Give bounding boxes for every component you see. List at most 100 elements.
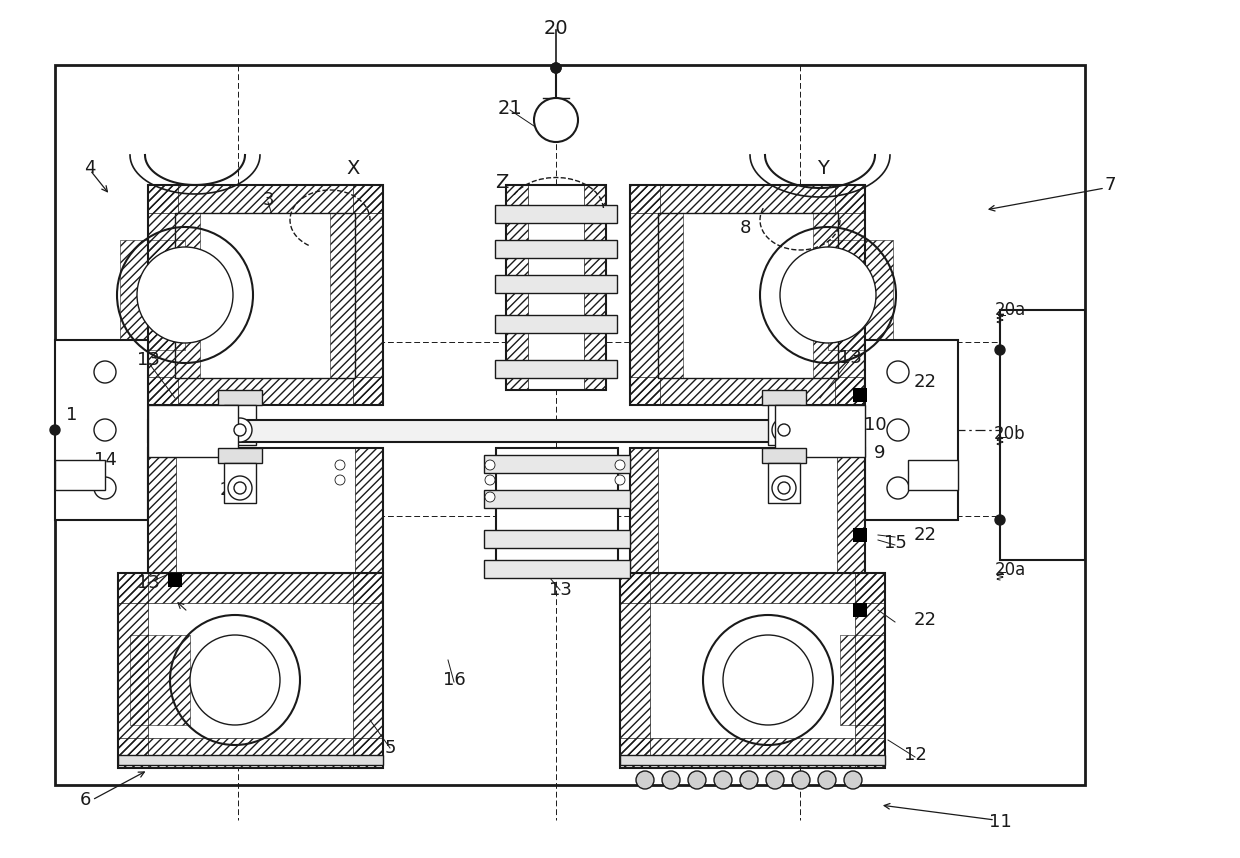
Bar — [175, 213, 200, 378]
Bar — [866, 340, 959, 520]
Text: 2: 2 — [219, 481, 231, 499]
Bar — [55, 65, 1085, 785]
Circle shape — [723, 635, 813, 725]
Text: 16: 16 — [443, 671, 465, 689]
Bar — [55, 340, 148, 520]
Text: 5: 5 — [384, 739, 396, 757]
Text: 4: 4 — [84, 159, 95, 177]
Text: 22: 22 — [914, 611, 936, 629]
Text: 13: 13 — [838, 349, 862, 367]
Text: 20b: 20b — [994, 425, 1025, 443]
Bar — [853, 388, 867, 402]
Circle shape — [818, 771, 836, 789]
Bar — [130, 635, 190, 725]
Bar — [248, 405, 255, 445]
Circle shape — [714, 771, 732, 789]
Circle shape — [636, 771, 653, 789]
Bar — [620, 573, 885, 768]
Circle shape — [615, 475, 625, 485]
Bar — [118, 573, 383, 603]
Bar — [484, 530, 630, 548]
Bar — [763, 390, 806, 405]
Circle shape — [994, 515, 1004, 525]
Bar — [495, 205, 618, 223]
Bar — [768, 463, 776, 503]
Bar — [118, 755, 383, 765]
Bar — [839, 635, 885, 725]
Bar — [630, 185, 660, 405]
Circle shape — [887, 477, 909, 499]
Circle shape — [994, 345, 1004, 355]
Circle shape — [688, 771, 706, 789]
Circle shape — [335, 475, 345, 485]
Bar — [484, 490, 630, 508]
Bar — [792, 463, 800, 503]
Bar — [837, 448, 866, 573]
Text: Y: Y — [817, 159, 828, 178]
Bar — [775, 405, 795, 457]
Text: 22: 22 — [914, 373, 936, 391]
Circle shape — [534, 98, 578, 142]
Bar — [224, 405, 255, 445]
Bar — [658, 213, 838, 378]
Bar — [763, 448, 806, 463]
Bar — [118, 573, 383, 768]
Bar — [630, 185, 866, 213]
Bar — [148, 185, 383, 213]
Bar — [828, 240, 893, 350]
Circle shape — [773, 418, 796, 442]
Text: 13: 13 — [136, 574, 160, 592]
Bar — [148, 405, 167, 457]
Bar — [148, 420, 853, 442]
Bar — [630, 448, 866, 573]
Bar — [620, 738, 885, 768]
Circle shape — [94, 361, 117, 383]
Circle shape — [777, 482, 790, 494]
Bar — [775, 405, 866, 457]
Text: 10: 10 — [864, 416, 887, 434]
Bar — [224, 405, 232, 445]
Bar — [496, 448, 518, 568]
Circle shape — [551, 63, 560, 73]
Circle shape — [887, 419, 909, 441]
Text: 21: 21 — [497, 99, 522, 118]
Circle shape — [50, 425, 60, 435]
Circle shape — [740, 771, 758, 789]
Bar — [630, 377, 866, 405]
Text: 3: 3 — [262, 191, 274, 209]
Text: 14: 14 — [93, 451, 117, 469]
Circle shape — [485, 475, 495, 485]
Bar — [484, 455, 630, 473]
Circle shape — [228, 476, 252, 500]
Bar — [496, 448, 618, 568]
Circle shape — [485, 492, 495, 502]
Bar — [118, 573, 148, 768]
Circle shape — [234, 482, 246, 494]
Bar — [506, 185, 606, 390]
Text: 20: 20 — [543, 19, 568, 38]
Text: 9: 9 — [874, 444, 885, 462]
Bar — [148, 185, 179, 405]
Bar — [218, 390, 262, 405]
Text: 1: 1 — [66, 406, 78, 424]
Bar — [768, 463, 800, 503]
Bar — [495, 315, 618, 333]
Circle shape — [94, 419, 117, 441]
Bar — [768, 405, 776, 445]
Bar — [224, 463, 232, 503]
Bar — [148, 185, 383, 405]
Bar — [506, 185, 528, 390]
Circle shape — [228, 418, 252, 442]
Text: 8: 8 — [739, 219, 750, 237]
Circle shape — [615, 460, 625, 470]
Text: 15: 15 — [884, 534, 906, 552]
Bar — [620, 573, 885, 603]
Bar — [630, 448, 658, 573]
Text: 11: 11 — [988, 813, 1012, 831]
Bar — [330, 213, 355, 378]
Circle shape — [777, 424, 790, 436]
Text: Z: Z — [495, 172, 508, 191]
Circle shape — [773, 476, 796, 500]
Bar — [620, 573, 650, 768]
Text: 12: 12 — [904, 746, 926, 764]
